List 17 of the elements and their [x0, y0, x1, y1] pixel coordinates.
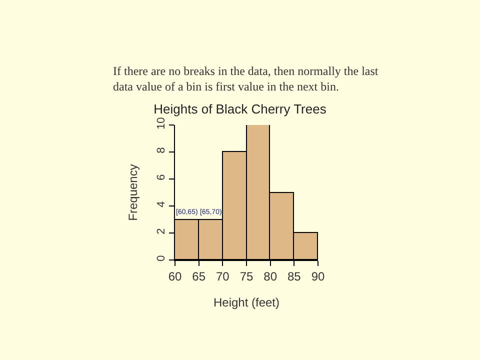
x-tick-label: 90 [311, 269, 325, 284]
x-tick-label: 70 [216, 269, 230, 284]
x-tick-label: 75 [240, 269, 254, 284]
y-tick-label: 6 [156, 174, 168, 180]
x-tick-label: 85 [287, 269, 302, 284]
chart-title: Heights of Black Cherry Trees [154, 102, 327, 116]
x-tick-label: 60 [168, 269, 182, 284]
y-tick-label: 10 [156, 117, 168, 130]
x-tick-label: 80 [264, 269, 278, 284]
y-tick-label: 4 [156, 201, 168, 208]
y-tick-label: 2 [156, 228, 168, 234]
chart-subtitle: If there are no breaks in the data, then normally the last data value of a bin is first value in the next bin. [113, 64, 379, 94]
x-tick-label: 65 [192, 269, 206, 284]
x-axis-title: Height (feet) [213, 295, 280, 310]
y-tick-label: 0 [156, 255, 168, 262]
y-tick-label: 8 [156, 147, 168, 154]
y-axis-title: Frequency [126, 164, 140, 221]
